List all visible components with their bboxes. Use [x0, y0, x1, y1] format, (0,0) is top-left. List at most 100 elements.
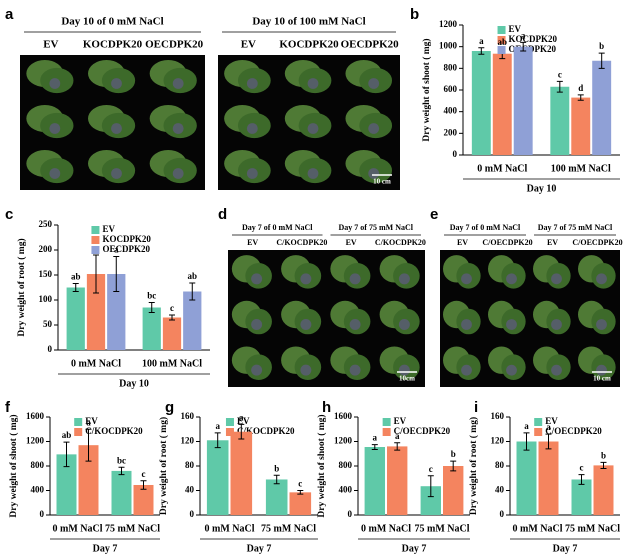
- x-axis-label: Day 7: [553, 543, 578, 554]
- pot: [172, 78, 184, 89]
- y-axis-label: Dry weight of shoot ( mg): [421, 38, 432, 141]
- x-axis-label: Day 10: [527, 183, 557, 194]
- error-bar: [577, 94, 584, 101]
- significance-letter: ab: [62, 430, 72, 440]
- pot: [300, 364, 312, 376]
- column-label: EV: [457, 238, 468, 247]
- column-label: EV: [547, 238, 558, 247]
- legend-label: KOCDPK20: [509, 34, 558, 44]
- pot: [349, 319, 361, 330]
- panel-letter: h: [322, 399, 331, 416]
- legend-swatch: [74, 418, 83, 426]
- error-bar: [523, 432, 530, 451]
- bar: [183, 291, 202, 350]
- pot: [368, 123, 380, 134]
- significance-letter: a: [373, 433, 378, 443]
- error-bar: [598, 52, 605, 69]
- bar: [492, 53, 512, 156]
- error-bar: [140, 480, 147, 490]
- pot: [246, 168, 258, 179]
- significance-letter: b: [599, 41, 604, 51]
- bar: [78, 445, 99, 515]
- significance-letter: d: [578, 83, 583, 93]
- bar: [471, 51, 491, 155]
- y-tick-label: 800: [31, 460, 45, 470]
- significance-letter: b: [274, 463, 279, 473]
- pot: [551, 273, 562, 285]
- significance-letter: a: [524, 421, 529, 431]
- y-tick-label: 0: [190, 509, 195, 519]
- pot: [172, 123, 184, 134]
- pot: [251, 364, 263, 376]
- pot: [251, 319, 263, 330]
- group-title: Day 7 of 75 mM NaCl: [339, 223, 414, 232]
- y-tick-label: 1200: [439, 19, 458, 29]
- y-tick-label: 400: [31, 485, 45, 495]
- significance-letter: a: [479, 36, 484, 46]
- significance-letter: a: [546, 422, 551, 432]
- legend-label: C/OECDPK20: [545, 426, 602, 436]
- y-tick-label: 0: [348, 509, 353, 519]
- pot: [398, 364, 410, 376]
- column-label: C/OECDPK20: [572, 238, 622, 247]
- legend-swatch: [497, 26, 506, 34]
- error-bar: [63, 441, 70, 468]
- x-tick-label: 0 mM NaCl: [205, 523, 255, 534]
- bar: [107, 274, 126, 350]
- y-tick-label: 250: [39, 219, 53, 229]
- legend-label: EV: [85, 416, 98, 426]
- column-label: OECDPK20: [341, 39, 400, 51]
- y-tick-label: 200: [39, 244, 53, 254]
- x-tick-label: 100 mM NaCl: [551, 163, 611, 174]
- x-axis-label: Day 7: [93, 543, 118, 554]
- bar: [56, 454, 77, 515]
- significance-letter: c: [429, 464, 433, 474]
- y-tick-label: 1600: [26, 411, 45, 421]
- column-label: KOCDPK20: [279, 39, 339, 51]
- pot: [368, 168, 380, 179]
- pot: [111, 78, 122, 89]
- y-tick-label: 1600: [334, 411, 353, 421]
- column-label: OECDPK20: [145, 39, 204, 51]
- y-axis-label: Dry weight of root ( mg): [16, 238, 27, 336]
- legend-swatch: [91, 246, 100, 254]
- y-tick-label: 0: [48, 344, 53, 354]
- pot: [551, 319, 562, 330]
- legend-swatch: [534, 418, 543, 426]
- significance-letter: a: [521, 30, 526, 40]
- significance-letter: a: [395, 431, 400, 441]
- column-label: C/KOCDPK20: [276, 238, 327, 247]
- error-bar: [556, 80, 563, 93]
- pot: [461, 364, 472, 376]
- y-tick-label: 160: [181, 411, 195, 421]
- y-axis-label: Dry weight of root ( mg): [158, 417, 169, 515]
- y-tick-label: 800: [339, 460, 353, 470]
- legend-label: EV: [509, 24, 522, 34]
- error-bar: [85, 428, 92, 462]
- group-title: Day 10 of 0 mM NaCl: [61, 16, 163, 28]
- y-tick-label: 120: [491, 436, 505, 446]
- bar: [206, 440, 229, 515]
- error-bar: [214, 432, 221, 449]
- bar: [142, 307, 161, 350]
- y-tick-label: 1000: [439, 41, 458, 51]
- x-tick-label: 75 mM NaCl: [565, 523, 620, 534]
- y-tick-label: 600: [444, 84, 458, 94]
- error-bar: [72, 283, 79, 292]
- legend-label: C/KOCDPK20: [85, 426, 143, 436]
- pot: [398, 319, 410, 330]
- y-tick-label: 0: [453, 149, 458, 159]
- bar: [133, 484, 154, 515]
- y-tick-label: 120: [181, 436, 195, 446]
- bar: [66, 287, 85, 350]
- pot: [300, 273, 312, 285]
- panel-letter: e: [430, 206, 438, 223]
- column-label: EV: [43, 39, 58, 51]
- panel-letter: g: [165, 399, 174, 416]
- error-bar: [297, 490, 304, 495]
- error-bar: [427, 475, 434, 498]
- pot: [111, 123, 122, 134]
- y-tick-label: 100: [39, 294, 53, 304]
- error-bar: [113, 256, 120, 292]
